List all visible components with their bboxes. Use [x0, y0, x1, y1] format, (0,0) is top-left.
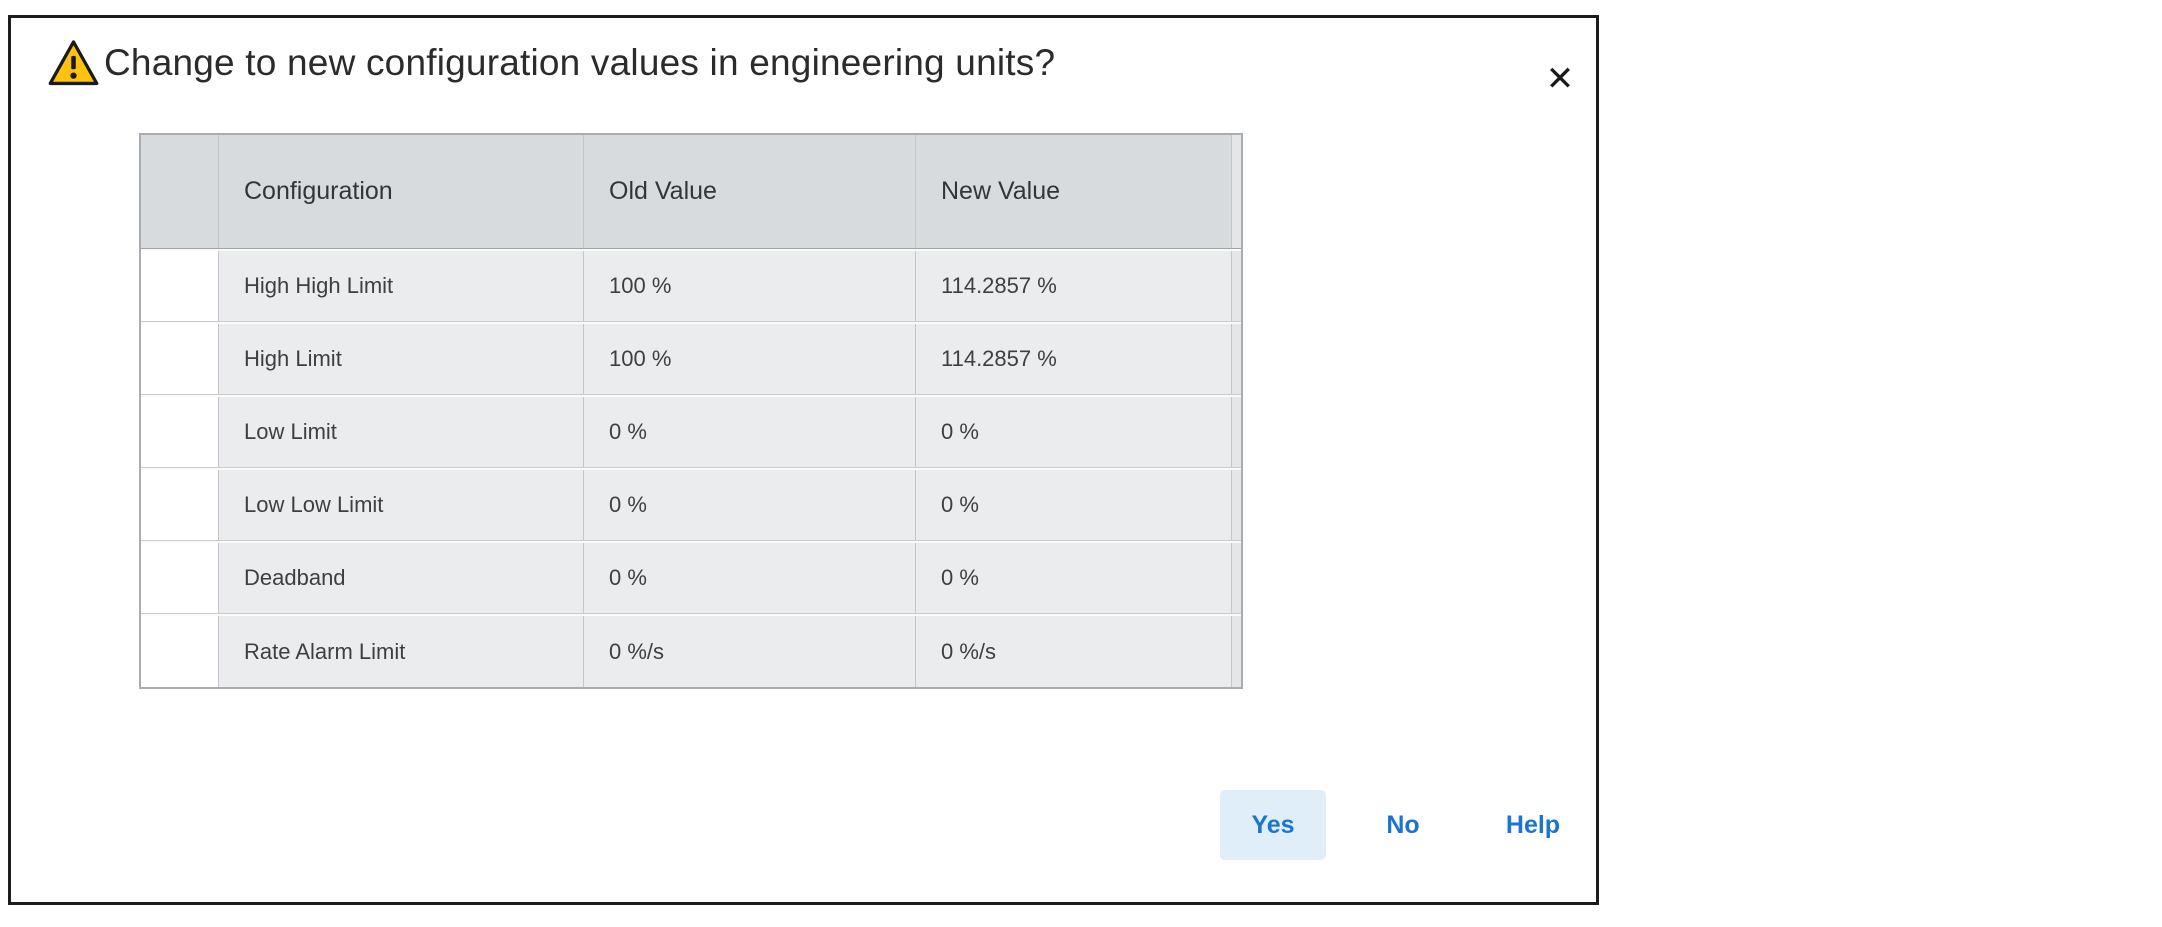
- dialog-header: Change to new configuration values in en…: [47, 38, 1055, 88]
- close-button[interactable]: ✕: [1532, 51, 1588, 107]
- table-row: Low Low Limit 0 % 0 %: [141, 468, 1241, 541]
- filler-cell: [1232, 616, 1241, 687]
- configuration-cell: Low Limit: [219, 397, 584, 467]
- table-row: Deadband 0 % 0 %: [141, 541, 1241, 614]
- table-header-selector: [141, 135, 219, 248]
- warning-icon: [47, 38, 100, 88]
- configuration-cell: Low Low Limit: [219, 470, 584, 540]
- row-selector-cell[interactable]: [141, 397, 219, 467]
- old-value-cell: 0 %: [584, 543, 916, 613]
- new-value-cell: 0 %/s: [916, 616, 1232, 687]
- table-row: Low Limit 0 % 0 %: [141, 395, 1241, 468]
- filler-cell: [1232, 324, 1241, 394]
- configuration-cell: High High Limit: [219, 251, 584, 321]
- old-value-cell: 0 %/s: [584, 616, 916, 687]
- row-selector-cell[interactable]: [141, 324, 219, 394]
- row-selector-cell[interactable]: [141, 543, 219, 613]
- table-header-filler: [1232, 135, 1241, 248]
- new-value-cell: 0 %: [916, 470, 1232, 540]
- dialog-footer: Yes No Help: [1220, 790, 1586, 860]
- confirmation-dialog: Change to new configuration values in en…: [8, 15, 1599, 905]
- old-value-cell: 0 %: [584, 470, 916, 540]
- table-header-configuration: Configuration: [219, 135, 584, 248]
- config-change-table: Configuration Old Value New Value High H…: [139, 133, 1243, 689]
- old-value-cell: 100 %: [584, 324, 916, 394]
- table-header-new-value: New Value: [916, 135, 1232, 248]
- new-value-cell: 0 %: [916, 397, 1232, 467]
- configuration-cell: High Limit: [219, 324, 584, 394]
- table-row: High High Limit 100 % 114.2857 %: [141, 249, 1241, 322]
- new-value-cell: 114.2857 %: [916, 324, 1232, 394]
- close-icon: ✕: [1545, 59, 1575, 99]
- row-selector-cell[interactable]: [141, 251, 219, 321]
- row-selector-cell[interactable]: [141, 470, 219, 540]
- old-value-cell: 0 %: [584, 397, 916, 467]
- row-selector-cell[interactable]: [141, 616, 219, 687]
- new-value-cell: 114.2857 %: [916, 251, 1232, 321]
- filler-cell: [1232, 251, 1241, 321]
- filler-cell: [1232, 543, 1241, 613]
- table-row: High Limit 100 % 114.2857 %: [141, 322, 1241, 395]
- configuration-cell: Deadband: [219, 543, 584, 613]
- dialog-title: Change to new configuration values in en…: [104, 42, 1056, 83]
- old-value-cell: 100 %: [584, 251, 916, 321]
- table-header-old-value: Old Value: [584, 135, 916, 248]
- configuration-cell: Rate Alarm Limit: [219, 616, 584, 687]
- yes-button[interactable]: Yes: [1220, 790, 1326, 860]
- no-button[interactable]: No: [1350, 790, 1456, 860]
- filler-cell: [1232, 397, 1241, 467]
- table-header-row: Configuration Old Value New Value: [141, 135, 1241, 249]
- table-row: Rate Alarm Limit 0 %/s 0 %/s: [141, 614, 1241, 687]
- filler-cell: [1232, 470, 1241, 540]
- new-value-cell: 0 %: [916, 543, 1232, 613]
- help-button[interactable]: Help: [1480, 790, 1586, 860]
